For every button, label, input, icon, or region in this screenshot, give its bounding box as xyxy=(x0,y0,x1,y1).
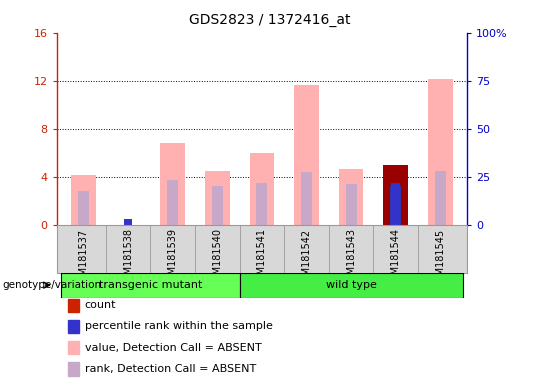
Bar xyxy=(390,186,401,225)
Bar xyxy=(383,165,408,225)
Text: transgenic mutant: transgenic mutant xyxy=(99,280,202,290)
Text: GSM181538: GSM181538 xyxy=(123,228,133,288)
Bar xyxy=(249,153,274,225)
Text: GSM181545: GSM181545 xyxy=(435,228,445,288)
Text: rank, Detection Call = ABSENT: rank, Detection Call = ABSENT xyxy=(85,364,256,374)
Bar xyxy=(71,175,96,225)
Bar xyxy=(78,191,89,225)
Bar xyxy=(167,180,178,225)
Bar xyxy=(240,273,463,298)
Text: count: count xyxy=(85,300,116,310)
Bar xyxy=(124,218,132,225)
Bar xyxy=(256,183,267,225)
Text: wild type: wild type xyxy=(326,280,376,290)
Bar xyxy=(392,183,400,225)
Text: GSM181543: GSM181543 xyxy=(346,228,356,288)
Bar xyxy=(61,273,240,298)
Bar xyxy=(212,186,223,225)
Text: GDS2823 / 1372416_at: GDS2823 / 1372416_at xyxy=(189,13,351,27)
Bar xyxy=(301,172,312,225)
Text: genotype/variation: genotype/variation xyxy=(3,280,102,290)
Text: percentile rank within the sample: percentile rank within the sample xyxy=(85,321,273,331)
Bar xyxy=(339,169,363,225)
Bar xyxy=(160,143,185,225)
Text: GSM181537: GSM181537 xyxy=(78,228,89,288)
Text: GSM181542: GSM181542 xyxy=(301,228,312,288)
Text: GSM181539: GSM181539 xyxy=(168,228,178,288)
Bar xyxy=(346,184,356,225)
Bar xyxy=(205,170,229,225)
Bar xyxy=(294,86,319,225)
Bar xyxy=(435,170,446,225)
Text: value, Detection Call = ABSENT: value, Detection Call = ABSENT xyxy=(85,343,261,353)
Text: GSM181540: GSM181540 xyxy=(212,228,222,288)
Text: GSM181544: GSM181544 xyxy=(391,228,401,288)
Text: GSM181541: GSM181541 xyxy=(257,228,267,288)
Bar xyxy=(428,79,453,225)
